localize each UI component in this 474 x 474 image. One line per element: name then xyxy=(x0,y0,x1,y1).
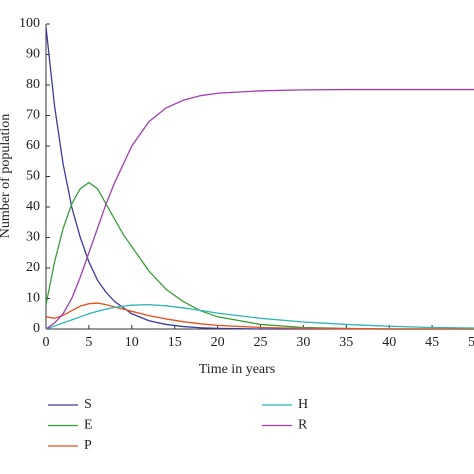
series-line xyxy=(45,26,474,330)
x-tick-label: 20 xyxy=(211,335,225,350)
x-tick-label: 15 xyxy=(168,335,182,350)
y-tick-label: 70 xyxy=(26,108,40,123)
legend-label: P xyxy=(84,438,92,453)
x-tick-label: 25 xyxy=(254,335,268,350)
x-tick-label: 30 xyxy=(296,335,310,350)
y-tick-label: 80 xyxy=(26,77,40,92)
x-tick-label: 5 xyxy=(85,335,92,350)
y-tick-label: 60 xyxy=(26,138,40,153)
y-tick-label: 90 xyxy=(26,47,40,62)
y-tick-label: 100 xyxy=(19,16,40,31)
legend-label: S xyxy=(84,397,92,412)
x-tick-label: 40 xyxy=(382,335,396,350)
x-tick-label: 45 xyxy=(425,335,439,350)
y-tick-label: 50 xyxy=(26,169,40,184)
y-tick-label: 20 xyxy=(26,260,40,275)
x-axis-label: Time in years xyxy=(199,362,275,377)
y-tick-label: 0 xyxy=(33,321,40,336)
x-tick-label: 0 xyxy=(43,335,50,350)
legend-label: R xyxy=(298,418,308,433)
y-tick-label: 30 xyxy=(26,230,40,245)
series-line xyxy=(45,181,474,330)
y-tick-label: 10 xyxy=(26,291,40,306)
x-tick-label: 35 xyxy=(339,335,353,350)
legend-label: E xyxy=(84,418,93,433)
series-line xyxy=(45,88,474,330)
y-axis-label: Number of population xyxy=(0,114,13,238)
y-tick-label: 40 xyxy=(26,199,40,214)
x-tick-label: 50 xyxy=(468,335,474,350)
x-tick-label: 10 xyxy=(125,335,139,350)
legend-label: H xyxy=(298,397,308,412)
series-line xyxy=(45,303,474,330)
series-line xyxy=(45,302,474,330)
